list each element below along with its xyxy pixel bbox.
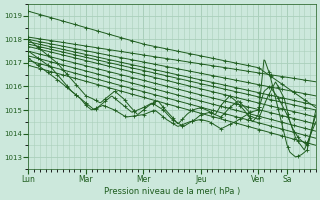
X-axis label: Pression niveau de la mer( hPa ): Pression niveau de la mer( hPa ) <box>104 187 240 196</box>
